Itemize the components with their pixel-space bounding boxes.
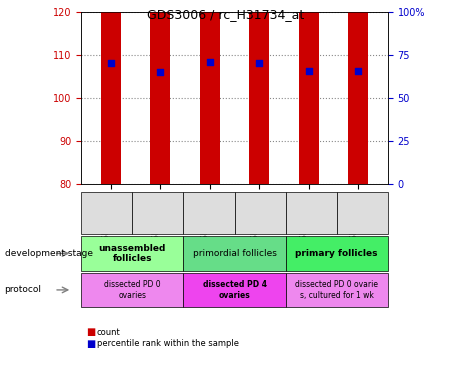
Point [156, 69, 164, 75]
Text: GDS3006 / rc_H31734_at: GDS3006 / rc_H31734_at [147, 8, 304, 21]
Text: protocol: protocol [5, 285, 41, 295]
Text: ■: ■ [86, 327, 95, 337]
Point [256, 60, 263, 66]
Bar [348, 0, 368, 184]
Point [206, 60, 213, 66]
Text: dissected PD 0 ovarie
s, cultured for 1 wk: dissected PD 0 ovarie s, cultured for 1 … [295, 280, 378, 300]
Bar [200, 0, 220, 184]
Bar [101, 0, 121, 184]
Point [354, 68, 362, 74]
Text: ■: ■ [86, 339, 95, 349]
Point [107, 60, 115, 66]
Point [305, 68, 313, 74]
Text: dissected PD 4
ovaries: dissected PD 4 ovaries [202, 280, 267, 300]
Text: count: count [97, 328, 121, 337]
Text: primary follicles: primary follicles [295, 249, 378, 258]
Text: development stage: development stage [5, 249, 92, 258]
Text: dissected PD 0
ovaries: dissected PD 0 ovaries [104, 280, 161, 300]
Text: unassembled
follicles: unassembled follicles [99, 244, 166, 263]
Text: primordial follicles: primordial follicles [193, 249, 276, 258]
Bar [249, 0, 269, 184]
Text: percentile rank within the sample: percentile rank within the sample [97, 339, 239, 348]
Bar [299, 0, 318, 184]
Bar [151, 0, 170, 184]
